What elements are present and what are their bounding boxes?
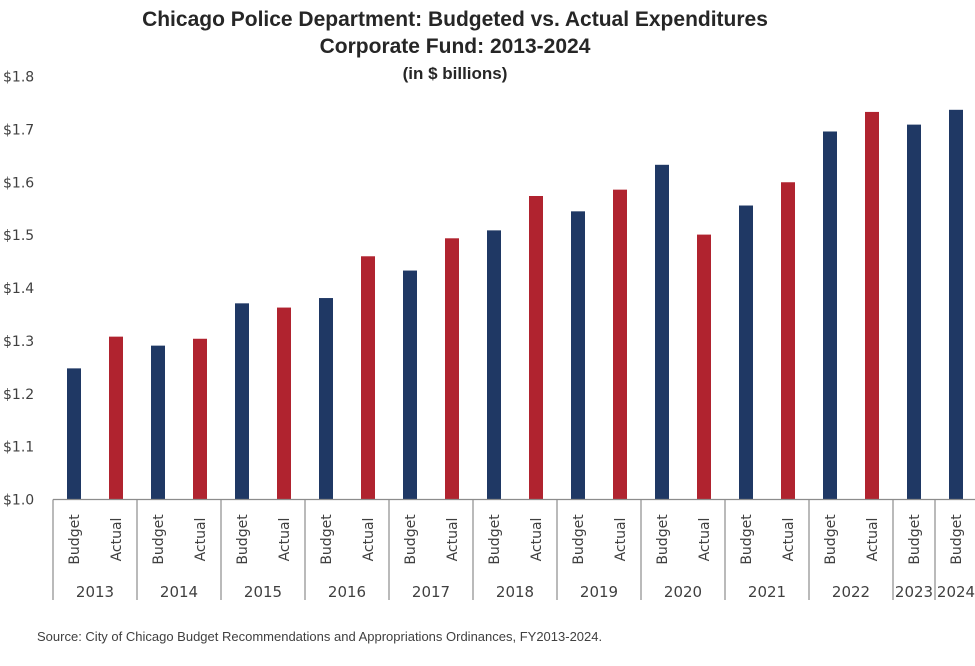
budget-bar-2013 (67, 368, 81, 500)
x-category-label: Budget (151, 514, 167, 565)
actual-bar-2022 (865, 111, 879, 500)
x-category-label: Actual (193, 518, 209, 562)
actual-bar-2014 (193, 338, 207, 500)
chart-title: Chicago Police Department: Budgeted vs. … (142, 8, 768, 31)
x-year-label: 2015 (244, 583, 282, 601)
x-category-label: Actual (613, 518, 629, 562)
x-category-label: Actual (109, 518, 125, 562)
x-year-label: 2014 (160, 583, 198, 601)
y-axis: $1.0 $1.1 $1.2 $1.3 $1.4 $1.5 $1.6 $1.7 $1.8 (3, 70, 34, 509)
actual-bar-2020 (697, 234, 711, 500)
x-category-label: Actual (361, 518, 377, 562)
budget-bar-2019 (571, 211, 585, 500)
y-tick-label: $1.3 (3, 334, 34, 350)
x-category-label: Budget (739, 514, 755, 565)
x-category-label: Budget (949, 514, 965, 565)
x-category-label: Budget (907, 514, 923, 565)
actual-bar-2016 (361, 256, 375, 500)
x-category-label: Budget (67, 514, 83, 565)
x-year-label: 2024 (937, 583, 975, 601)
x-category-label: Budget (571, 514, 587, 565)
x-year-label: 2023 (895, 583, 933, 601)
x-category-label: Budget (319, 514, 335, 565)
y-tick-label: $1.1 (3, 440, 34, 456)
x-category-label: Actual (529, 518, 545, 562)
bars-group (67, 109, 963, 500)
y-tick-label: $1.0 (3, 493, 34, 509)
budget-bar-2023 (907, 124, 921, 500)
chart-units-note: (in $ billions) (403, 64, 508, 83)
y-tick-label: $1.5 (3, 228, 34, 244)
budget-bar-2020 (655, 164, 669, 500)
x-year-label: 2022 (832, 583, 870, 601)
x-year-label: 2020 (664, 583, 702, 601)
x-axis: Budget Actual 2013 Budget Actual 2014 Budget Ac… (52, 498, 975, 601)
x-category-label: Actual (277, 518, 293, 562)
x-year-label: 2017 (412, 583, 450, 601)
x-year-label: 2018 (496, 583, 534, 601)
actual-bar-2021 (781, 182, 795, 500)
actual-bar-2015 (277, 307, 291, 500)
source-note: Source: City of Chicago Budget Recommend… (37, 629, 602, 644)
chart-subtitle: Corporate Fund: 2013-2024 (320, 35, 591, 58)
budget-bar-2014 (151, 345, 165, 500)
x-year-label: 2013 (76, 583, 114, 601)
budget-bar-2021 (739, 205, 753, 500)
x-category-label: Budget (403, 514, 419, 565)
y-tick-label: $1.6 (3, 175, 34, 191)
budget-bar-2017 (403, 270, 417, 500)
x-category-label: Actual (781, 518, 797, 562)
x-category-label: Budget (655, 514, 671, 565)
y-tick-label: $1.8 (3, 70, 34, 86)
actual-bar-2019 (613, 189, 627, 500)
actual-bar-2018 (529, 195, 543, 500)
y-tick-label: $1.4 (3, 281, 34, 297)
x-year-label: 2021 (748, 583, 786, 601)
actual-bar-2013 (109, 336, 123, 500)
x-category-label: Budget (235, 514, 251, 565)
budget-bar-2016 (319, 298, 333, 500)
budget-bar-2018 (487, 230, 501, 500)
x-category-label: Actual (445, 518, 461, 562)
x-category-label: Budget (487, 514, 503, 565)
budget-bar-2015 (235, 303, 249, 500)
y-tick-label: $1.7 (3, 122, 34, 138)
budget-bar-2022 (823, 131, 837, 500)
x-year-label: 2019 (580, 583, 618, 601)
x-category-label: Budget (823, 514, 839, 565)
x-year-label: 2016 (328, 583, 366, 601)
x-category-label: Actual (865, 518, 881, 562)
x-category-label: Actual (697, 518, 713, 562)
actual-bar-2017 (445, 238, 459, 500)
budget-bar-2024 (949, 109, 963, 500)
y-tick-label: $1.2 (3, 387, 34, 403)
